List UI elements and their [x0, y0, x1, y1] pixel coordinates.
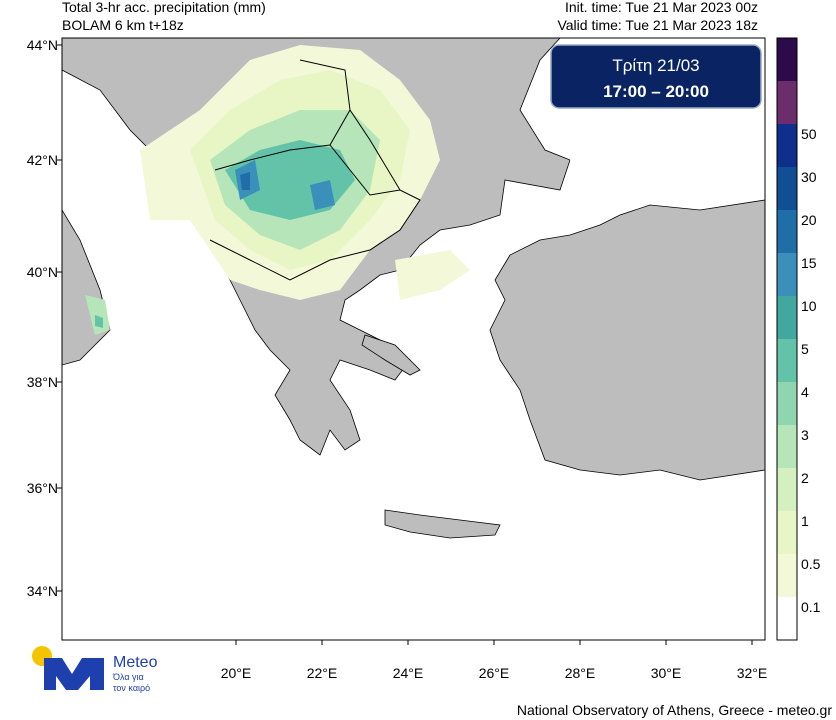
colorbar-segment: [777, 167, 797, 210]
colorbar-segment: [777, 554, 797, 597]
lon-label: 26°E: [479, 665, 510, 681]
colorbar-label: 50: [801, 126, 817, 142]
colorbar-label: 3: [801, 427, 809, 443]
colorbar-segment: [777, 425, 797, 468]
colorbar-frame: [776, 37, 798, 641]
colorbar-label: 0.5: [801, 556, 821, 572]
lon-label: 30°E: [651, 665, 682, 681]
lat-label: 40°N: [27, 264, 58, 280]
lat-label: 38°N: [27, 374, 58, 390]
colorbar-label: 20: [801, 212, 817, 228]
axis-labels: 44°N 42°N 40°N 38°N 36°N 34°N 20°E 22°E 24°E 26°E…: [27, 37, 768, 681]
colorbar-segment: [777, 597, 797, 640]
lon-label: 22°E: [307, 665, 338, 681]
colorbar-label: 15: [801, 255, 817, 271]
colorbar-segment: [777, 210, 797, 253]
colorbar-segment: [777, 253, 797, 296]
colorbar-segment: [777, 38, 797, 81]
title-line1: Total 3-hr acc. precipitation (mm): [62, 0, 266, 15]
lon-label: 28°E: [565, 665, 596, 681]
colorbar-label: 10: [801, 298, 817, 314]
lat-label: 42°N: [27, 152, 58, 168]
date-hours: 17:00 – 20:00: [603, 82, 709, 101]
lat-label: 36°N: [27, 480, 58, 496]
map-area: [61, 37, 766, 641]
lon-label: 32°E: [737, 665, 768, 681]
logo: Meteo Όλα για τον καιρό: [32, 646, 158, 693]
colorbar-label: 4: [801, 384, 809, 400]
colorbar-label: 2: [801, 470, 809, 486]
colorbar-label: 1: [801, 513, 809, 529]
init-time: Init. time: Tue 21 Mar 2023 00z: [565, 0, 758, 15]
footer: National Observatory of Athens, Greece -…: [517, 702, 832, 718]
colorbar-segment: [777, 339, 797, 382]
date-box: Τρίτη 21/03 17:00 – 20:00: [550, 44, 762, 109]
title-line2: BOLAM 6 km t+18z: [62, 17, 184, 33]
valid-time: Valid time: Tue 21 Mar 2023 18z: [557, 17, 758, 33]
logo-name: Meteo: [113, 654, 158, 671]
colorbar-segment: [777, 124, 797, 167]
colorbar-segment: [777, 511, 797, 554]
colorbar-segment: [777, 382, 797, 425]
lat-label: 34°N: [27, 583, 58, 599]
lon-label: 24°E: [393, 665, 424, 681]
lat-label: 44°N: [27, 37, 58, 53]
colorbar-label: 5: [801, 341, 809, 357]
logo-tagline1: Όλα για: [112, 672, 144, 682]
colorbar-label: 0.1: [801, 599, 821, 615]
colorbar-segment: [777, 81, 797, 124]
colorbar-segment: [777, 468, 797, 511]
colorbar-segment: [777, 296, 797, 339]
colorbar-label: 30: [801, 169, 817, 185]
lon-label: 20°E: [221, 665, 252, 681]
date-day: Τρίτη 21/03: [612, 56, 699, 75]
logo-tagline2: τον καιρό: [113, 683, 150, 693]
colorbar: 0.1 0.5 1 2 3 4 5 10 15 20 30 50: [776, 37, 821, 641]
